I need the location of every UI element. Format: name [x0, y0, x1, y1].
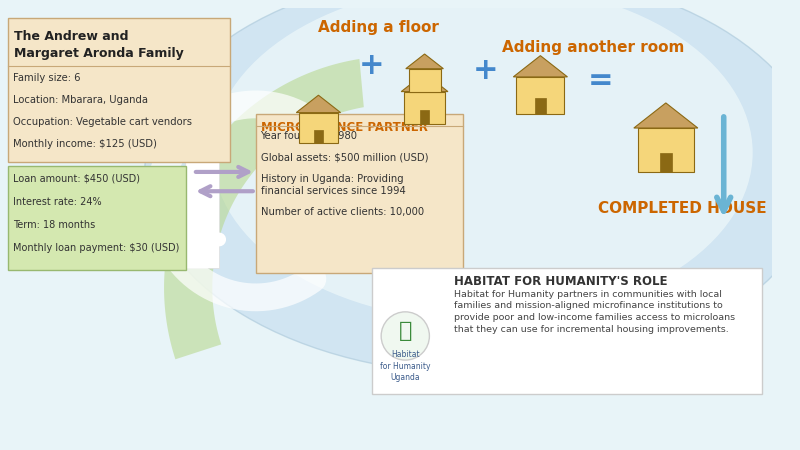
Text: Habitat
for Humanity
Uganda: Habitat for Humanity Uganda [380, 351, 430, 382]
Polygon shape [517, 77, 564, 114]
FancyBboxPatch shape [371, 268, 762, 394]
FancyBboxPatch shape [8, 18, 230, 162]
Text: Year founded: 1980: Year founded: 1980 [261, 131, 358, 141]
Text: Interest rate: 24%: Interest rate: 24% [13, 197, 101, 207]
Text: Global assets: $500 million (USD): Global assets: $500 million (USD) [261, 153, 428, 162]
Text: +: + [358, 51, 384, 80]
Polygon shape [659, 153, 672, 172]
Text: Family size: 6: Family size: 6 [13, 72, 80, 82]
FancyBboxPatch shape [8, 166, 186, 270]
Polygon shape [409, 69, 441, 92]
Text: Monthly income: $125 (USD): Monthly income: $125 (USD) [13, 139, 157, 149]
Polygon shape [535, 98, 546, 114]
PathPatch shape [164, 59, 364, 359]
Ellipse shape [145, 0, 800, 374]
Text: 🏠: 🏠 [398, 321, 412, 341]
Polygon shape [299, 112, 338, 143]
Polygon shape [514, 56, 567, 77]
Text: Loan amount: $450 (USD): Loan amount: $450 (USD) [13, 174, 139, 184]
Text: Adding another room: Adding another room [502, 40, 684, 55]
Text: Term: 18 months: Term: 18 months [13, 220, 94, 230]
Text: COMPLETED HOUSE: COMPLETED HOUSE [598, 201, 767, 216]
Text: =: = [587, 66, 613, 95]
Text: Monthly loan payment: $30 (USD): Monthly loan payment: $30 (USD) [13, 243, 179, 253]
Polygon shape [406, 54, 443, 69]
Text: The Andrew and
Margaret Aronda Family: The Andrew and Margaret Aronda Family [14, 30, 184, 60]
Polygon shape [402, 73, 448, 92]
Text: +: + [473, 56, 498, 85]
Polygon shape [420, 110, 429, 124]
Text: MICROFINANCE PARTNER: MICROFINANCE PARTNER [261, 121, 427, 134]
Text: Adding a floor: Adding a floor [318, 20, 439, 36]
Text: Habitat for Humanity partners in communities with local
families and mission-ali: Habitat for Humanity partners in communi… [454, 290, 734, 334]
Polygon shape [404, 92, 446, 124]
Circle shape [381, 312, 430, 360]
Polygon shape [296, 95, 341, 112]
Text: HABITAT FOR HUMANITY'S ROLE: HABITAT FOR HUMANITY'S ROLE [454, 275, 667, 288]
Text: Occupation: Vegetable cart vendors: Occupation: Vegetable cart vendors [13, 117, 191, 127]
FancyBboxPatch shape [256, 114, 463, 273]
Ellipse shape [212, 0, 753, 321]
Text: History in Uganda: Providing
financial services since 1994: History in Uganda: Providing financial s… [261, 174, 406, 196]
Text: Number of active clients: 10,000: Number of active clients: 10,000 [261, 207, 424, 216]
Text: Location: Mbarara, Uganda: Location: Mbarara, Uganda [13, 95, 147, 105]
FancyArrow shape [176, 104, 229, 268]
Polygon shape [638, 128, 694, 172]
Polygon shape [314, 130, 322, 143]
Polygon shape [634, 103, 698, 128]
